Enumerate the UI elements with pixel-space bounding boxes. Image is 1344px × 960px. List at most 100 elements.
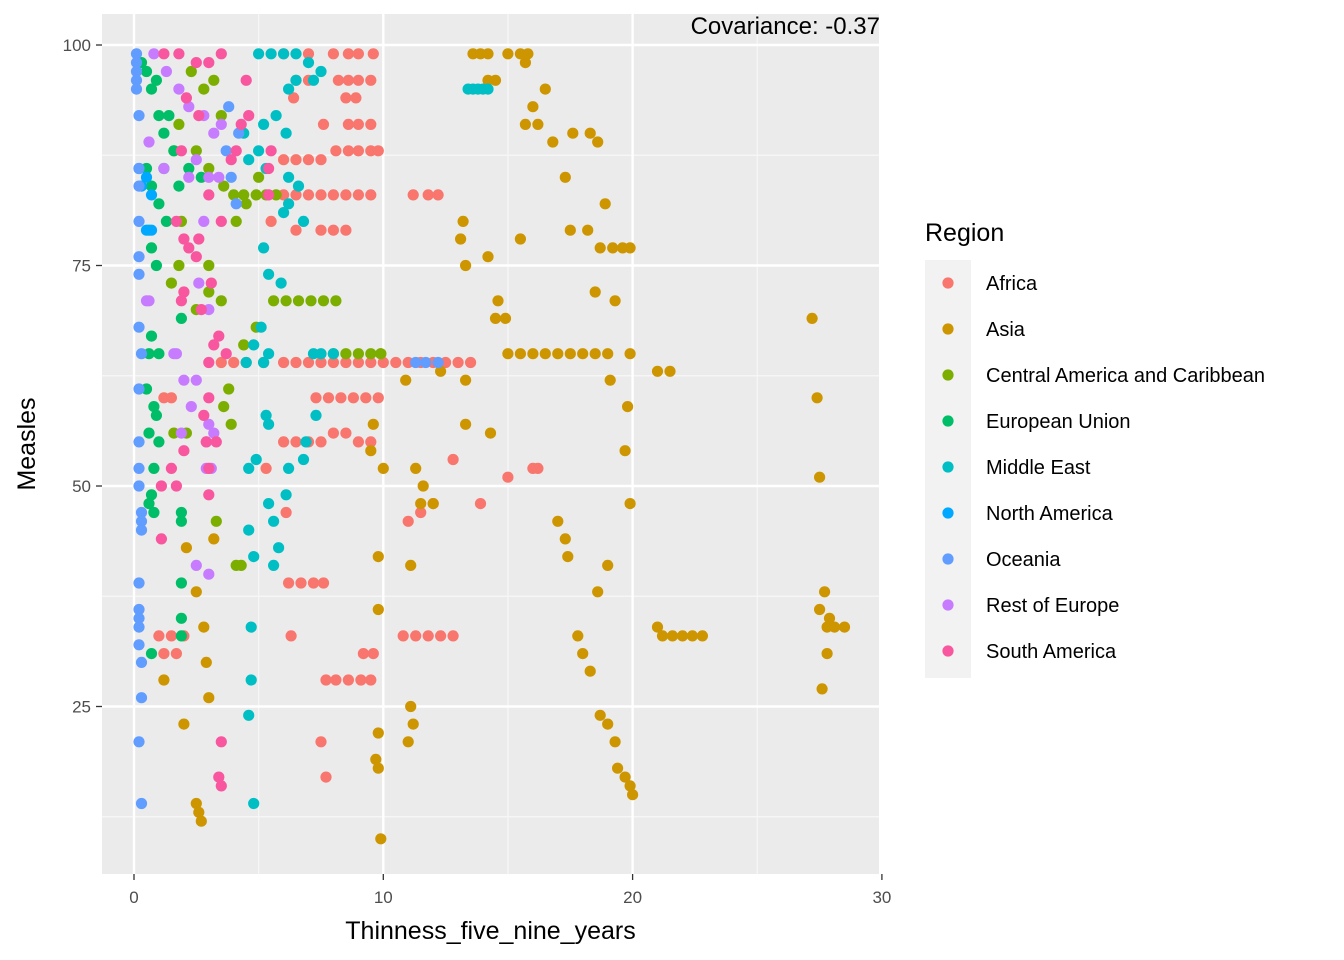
data-point	[340, 356, 352, 369]
legend-key	[942, 277, 954, 289]
data-point	[210, 515, 222, 527]
data-point	[203, 392, 215, 404]
data-points	[130, 48, 851, 845]
data-point	[539, 348, 551, 360]
x-tick-label: 10	[374, 888, 393, 907]
data-point	[193, 233, 205, 245]
data-point	[342, 48, 354, 60]
data-point	[814, 471, 826, 483]
data-point	[474, 498, 487, 510]
data-point	[651, 621, 664, 633]
data-point	[208, 427, 220, 439]
data-point	[290, 224, 302, 236]
data-point	[367, 418, 379, 430]
data-point	[302, 57, 315, 69]
data-point	[666, 630, 679, 642]
data-point	[686, 630, 699, 642]
data-point	[268, 515, 280, 527]
data-point	[133, 621, 145, 633]
data-point	[203, 692, 215, 704]
data-point	[624, 780, 636, 792]
data-point	[447, 630, 459, 642]
legend-label: Oceania	[986, 549, 1061, 571]
data-point	[130, 65, 143, 78]
data-point	[143, 136, 155, 148]
data-point	[315, 436, 327, 448]
data-point	[592, 136, 604, 148]
data-point	[170, 648, 182, 660]
data-point	[215, 295, 227, 307]
data-point	[185, 401, 197, 413]
data-point	[198, 83, 210, 95]
data-point	[460, 374, 472, 386]
data-point	[133, 612, 145, 624]
data-point	[183, 242, 195, 254]
data-point	[288, 92, 300, 104]
data-point	[342, 674, 354, 686]
data-point	[365, 118, 377, 130]
data-point	[133, 110, 145, 122]
data-point	[355, 674, 367, 686]
data-point	[165, 630, 177, 642]
data-point	[153, 630, 165, 642]
data-point	[627, 789, 639, 801]
data-point	[243, 462, 255, 474]
data-point	[327, 348, 339, 360]
data-point	[527, 348, 539, 360]
data-point	[604, 374, 616, 386]
data-point	[602, 559, 614, 572]
data-point	[270, 110, 282, 122]
data-point	[335, 392, 347, 404]
data-point	[302, 154, 315, 166]
data-point	[145, 83, 158, 95]
data-point	[208, 127, 220, 139]
data-point	[612, 762, 624, 774]
data-point	[410, 356, 422, 369]
data-point	[564, 224, 576, 236]
data-point	[806, 312, 818, 324]
data-point	[352, 436, 364, 448]
data-point	[145, 242, 158, 254]
data-point	[410, 630, 422, 642]
data-point	[696, 630, 709, 642]
data-point	[819, 586, 831, 598]
data-point	[519, 57, 532, 69]
data-point	[215, 118, 227, 130]
data-point	[158, 674, 170, 686]
data-point	[532, 118, 544, 130]
data-point	[158, 648, 170, 660]
legend-key	[942, 461, 954, 473]
y-tick-label: 100	[63, 36, 91, 55]
data-point	[432, 189, 444, 201]
data-point	[163, 110, 175, 122]
data-point	[315, 65, 327, 78]
data-point	[552, 515, 564, 527]
data-point	[814, 603, 826, 616]
data-point	[567, 127, 579, 139]
data-point	[302, 189, 315, 201]
data-point	[135, 692, 148, 704]
data-point	[170, 480, 182, 492]
legend-label: Rest of Europe	[986, 595, 1119, 617]
data-point	[589, 348, 601, 360]
data-point	[135, 656, 148, 669]
data-point	[375, 348, 387, 360]
data-point	[607, 242, 619, 254]
data-point	[145, 648, 158, 660]
data-point	[130, 57, 143, 69]
data-point	[145, 224, 158, 236]
data-point	[203, 286, 215, 298]
legend-key	[942, 415, 954, 427]
data-point	[283, 171, 295, 183]
data-point	[190, 154, 202, 166]
data-point	[178, 718, 190, 730]
data-point	[133, 321, 145, 333]
data-point	[502, 348, 514, 360]
data-point	[133, 180, 145, 192]
data-point	[315, 154, 327, 166]
data-point	[390, 356, 402, 369]
data-point	[228, 189, 240, 201]
data-point	[175, 145, 187, 157]
data-point	[499, 312, 512, 324]
legend-label: Middle East	[986, 457, 1091, 479]
